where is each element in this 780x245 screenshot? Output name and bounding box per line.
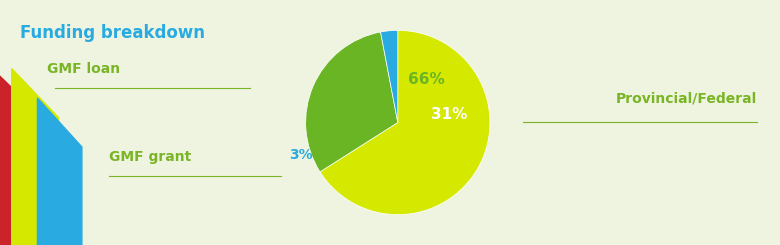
Text: GMF grant: GMF grant bbox=[109, 150, 191, 164]
Polygon shape bbox=[0, 61, 35, 245]
Text: 31%: 31% bbox=[431, 107, 467, 122]
Wedge shape bbox=[381, 30, 398, 122]
Text: GMF loan: GMF loan bbox=[47, 61, 120, 76]
Wedge shape bbox=[306, 32, 398, 172]
Polygon shape bbox=[12, 69, 58, 245]
Polygon shape bbox=[37, 98, 82, 245]
Text: 3%: 3% bbox=[289, 148, 313, 162]
Text: Funding breakdown: Funding breakdown bbox=[20, 24, 204, 42]
Wedge shape bbox=[320, 30, 490, 215]
Text: 66%: 66% bbox=[407, 72, 445, 87]
Text: Provincial/Federal: Provincial/Federal bbox=[615, 91, 757, 105]
